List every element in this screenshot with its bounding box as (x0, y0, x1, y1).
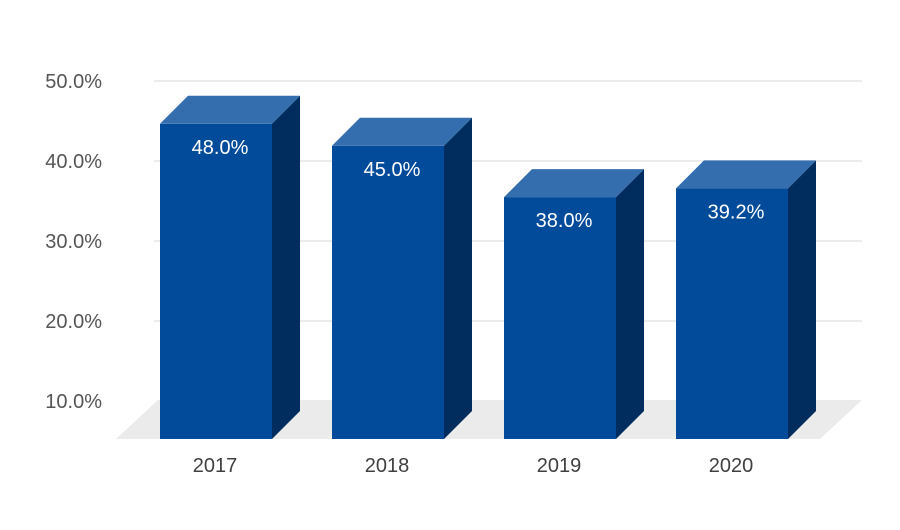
bar-top (332, 117, 472, 146)
bar-side (444, 117, 472, 440)
y-tick-label: 30.0% (45, 231, 102, 253)
x-tick-label: 2019 (537, 455, 582, 477)
y-tick-label: 50.0% (45, 71, 102, 93)
chart-floor (116, 400, 862, 439)
bar-front (332, 145, 444, 440)
bar-2020 (676, 160, 816, 439)
bar-2017 (160, 95, 300, 439)
data-label: 48.0% (192, 137, 249, 159)
data-label: 39.2% (708, 201, 765, 223)
bars (160, 95, 816, 440)
x-axis-category-labels: 2017 2018 2019 2020 (193, 455, 754, 477)
y-tick-label: 40.0% (45, 151, 102, 173)
bar-side (616, 169, 644, 440)
data-label: 45.0% (364, 159, 421, 181)
y-axis-tick-labels: 10.0% 20.0% 30.0% 40.0% 50.0% (45, 71, 102, 413)
bar-side (788, 160, 816, 439)
y-tick-label: 10.0% (45, 391, 102, 413)
data-label: 38.0% (536, 210, 593, 232)
bar-front (676, 188, 788, 439)
bar-top (160, 95, 300, 124)
y-tick-label: 20.0% (45, 311, 102, 333)
x-tick-label: 2018 (365, 455, 410, 477)
bar-front (160, 123, 272, 439)
bar-side (272, 95, 300, 439)
bar-2018 (332, 117, 472, 440)
x-tick-label: 2017 (193, 455, 238, 477)
x-tick-label: 2020 (709, 455, 754, 477)
bar-front (504, 197, 616, 439)
bar-2019 (504, 169, 644, 440)
data-labels: 48.0% 45.0% 38.0% 39.2% (192, 137, 765, 232)
bar-top (504, 169, 644, 198)
bar-top (676, 160, 816, 189)
